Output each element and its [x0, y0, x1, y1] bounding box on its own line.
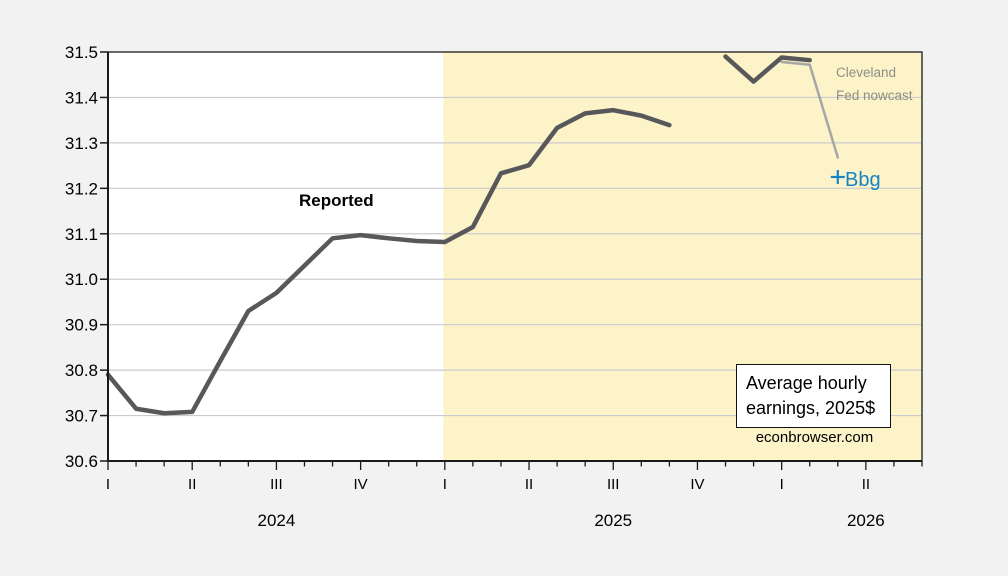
- source-credit: econbrowser.com: [755, 429, 874, 446]
- x-year-label: 2025: [594, 511, 632, 530]
- y-tick-label: 31.4: [65, 88, 98, 107]
- x-quarter-label: IV: [690, 476, 704, 493]
- y-tick-label: 31.1: [65, 225, 98, 244]
- y-tick-label: 31.2: [65, 179, 98, 198]
- y-tick-label: 30.9: [65, 316, 98, 335]
- x-quarter-label: II: [862, 476, 870, 493]
- x-quarter-label: III: [607, 476, 620, 493]
- x-quarter-label: II: [525, 476, 533, 493]
- x-quarter-label: III: [270, 476, 283, 493]
- reported-series-label: Reported: [299, 191, 374, 210]
- chart-title-line2: earnings, 2025$: [746, 398, 876, 418]
- reported-after-gap-line: [723, 54, 812, 84]
- chart-title-box: Average hourly earnings, 2025$: [736, 364, 891, 428]
- cleveland-fed-nowcast-line: [780, 60, 840, 159]
- x-quarter-label: I: [780, 476, 784, 493]
- x-year-label: 2024: [257, 511, 295, 530]
- y-tick-label: 30.6: [65, 452, 98, 471]
- y-tick-label: 31.0: [65, 270, 98, 289]
- x-quarter-label: I: [106, 476, 110, 493]
- nowcast-series-label: Cleveland Fed nowcast: [836, 61, 913, 107]
- y-tick-label: 31.5: [65, 43, 98, 62]
- chart-title-line1: Average hourly: [746, 373, 867, 393]
- bbg-series-label: Bbg: [845, 169, 881, 191]
- nowcast-label-line1: Cleveland: [836, 65, 897, 80]
- x-year-label: 2026: [847, 511, 885, 530]
- nowcast-label-line2: Fed nowcast: [836, 88, 913, 103]
- x-quarter-label: I: [443, 476, 447, 493]
- y-tick-label: 30.7: [65, 407, 98, 426]
- reported-line: [105, 107, 672, 416]
- x-quarter-label: II: [188, 476, 196, 493]
- x-quarter-label: IV: [354, 476, 368, 493]
- y-tick-label: 30.8: [65, 361, 98, 380]
- y-tick-label: 31.3: [65, 134, 98, 153]
